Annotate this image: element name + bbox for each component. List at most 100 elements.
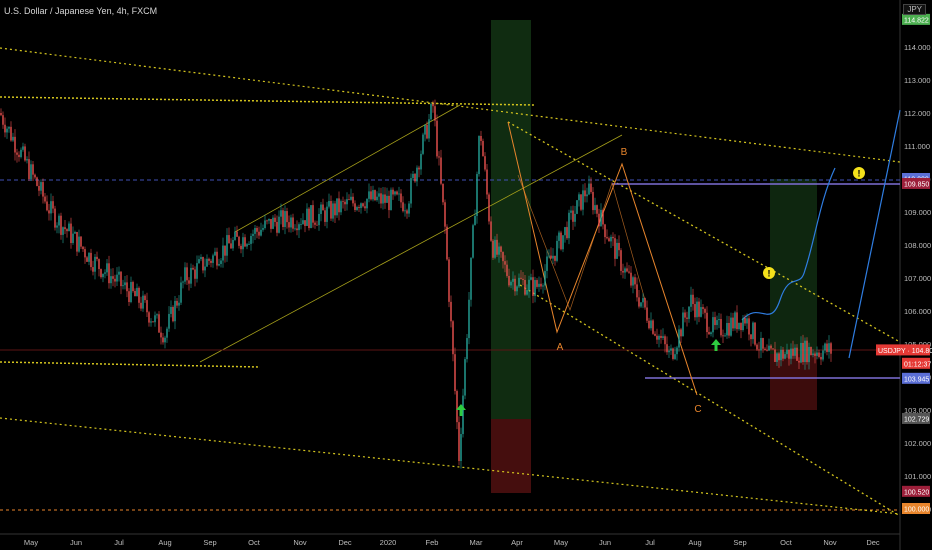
candle-body (586, 194, 588, 197)
candle-body (90, 252, 92, 268)
candle-body (322, 204, 324, 211)
candle-body (726, 322, 728, 336)
candle-body (742, 318, 744, 331)
candle-body (822, 350, 824, 360)
candle-body (400, 193, 402, 203)
candle-body (426, 124, 428, 139)
time-tick-label: Sep (733, 538, 746, 547)
candle-body (534, 280, 536, 296)
candle-body (86, 257, 88, 262)
candle-body (728, 322, 730, 336)
candle-body (528, 279, 530, 291)
candle-body (596, 205, 598, 214)
candle-body (432, 104, 434, 107)
candle-body (606, 237, 608, 239)
candle-body (604, 224, 606, 238)
candle-body (106, 263, 108, 273)
time-axis[interactable]: May Jun Jul Aug Sep Oct Nov Dec 2020 Feb Mar Apr May… (24, 538, 880, 547)
candle-body (594, 205, 596, 211)
projection-path-2 (848, 109, 901, 359)
candle-body (130, 282, 132, 302)
price-tag-label: 114.822 (904, 17, 929, 24)
candle-body (110, 276, 112, 284)
candle-body (498, 246, 500, 255)
candle-body (50, 201, 52, 214)
candle-body (6, 128, 8, 133)
long-position-profit-zone (491, 20, 531, 419)
time-tick-label: Nov (293, 538, 307, 547)
candle-body (640, 302, 642, 307)
candle-body (434, 106, 436, 121)
candle-body (446, 226, 448, 260)
candle-body (178, 302, 180, 306)
candle-body (454, 354, 456, 392)
candle-body (762, 338, 764, 349)
candle-body (346, 199, 348, 205)
candle-body (808, 346, 810, 363)
candle-body (540, 283, 542, 287)
candle-body (678, 329, 680, 348)
candle-body (80, 236, 82, 247)
candle-body (630, 272, 632, 286)
candle-body (16, 152, 18, 155)
candle-body (294, 228, 296, 230)
price-tag (876, 344, 930, 356)
candle-body (506, 264, 508, 276)
candle-body (618, 242, 620, 251)
candle-body (588, 183, 590, 195)
price-tick-label: 114.000 (904, 43, 931, 52)
warning-marker-icon: ! (853, 167, 865, 179)
candle-body (590, 183, 592, 192)
candle-body (782, 349, 784, 359)
candle-body (378, 193, 380, 197)
candle-body (60, 215, 62, 235)
candlestick-series (0, 99, 832, 469)
candle-body (634, 277, 636, 285)
candle-body (152, 321, 154, 323)
candle-body (234, 231, 236, 240)
candle-body (554, 255, 556, 261)
candle-body (478, 135, 480, 175)
candle-body (218, 263, 220, 266)
candle-body (42, 182, 44, 197)
time-tick-label: Sep (203, 538, 216, 547)
candle-body (56, 225, 58, 228)
candle-body (440, 157, 442, 184)
candle-body (340, 201, 342, 213)
candle-body (484, 156, 486, 170)
candle-body (688, 306, 690, 319)
price-tag-label: 102.729 (904, 416, 929, 423)
candle-body (208, 258, 210, 261)
candle-body (408, 203, 410, 214)
candle-body (748, 318, 750, 335)
candle-body (102, 273, 104, 278)
candle-body (212, 255, 214, 263)
candle-body (652, 320, 654, 334)
candle-body (186, 267, 188, 281)
candle-body (132, 282, 134, 291)
price-axis[interactable]: 114.000113.000112.000111.000110.000109.0… (904, 43, 931, 514)
price-tag (902, 13, 930, 25)
candle-body (768, 345, 770, 351)
candle-body (264, 220, 266, 229)
candle-body (650, 320, 652, 329)
candle-body (134, 290, 136, 297)
candle-body (780, 349, 782, 361)
candle-body (248, 243, 250, 245)
candle-body (558, 232, 560, 241)
time-tick-label: Jul (114, 538, 124, 547)
candle-body (326, 206, 328, 222)
candle-body (444, 202, 446, 227)
candle-body (34, 174, 36, 178)
candle-body (430, 104, 432, 120)
candle-body (556, 240, 558, 261)
candle-body (320, 204, 322, 214)
candle-body (746, 318, 748, 324)
price-tick-label: 112.000 (904, 109, 931, 118)
candle-body (140, 302, 142, 309)
candle-body (716, 320, 718, 326)
candle-body (758, 349, 760, 351)
candle-body (812, 353, 814, 356)
